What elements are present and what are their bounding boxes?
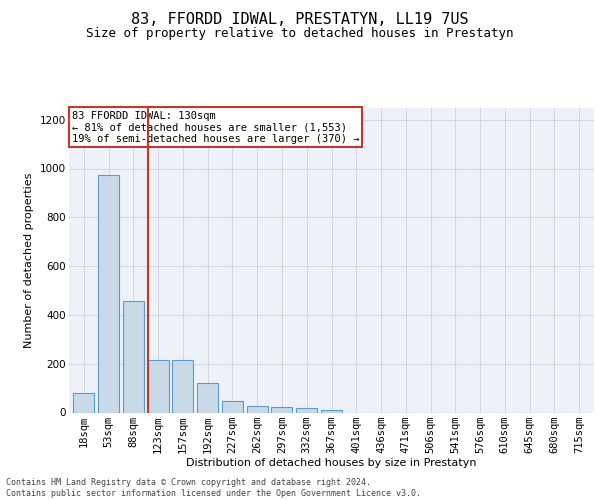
Text: 83, FFORDD IDWAL, PRESTATYN, LL19 7US: 83, FFORDD IDWAL, PRESTATYN, LL19 7US bbox=[131, 12, 469, 28]
Bar bbox=[123, 302, 144, 412]
X-axis label: Distribution of detached houses by size in Prestatyn: Distribution of detached houses by size … bbox=[186, 458, 477, 468]
Bar bbox=[148, 360, 169, 412]
Bar bbox=[271, 407, 292, 412]
Text: Contains HM Land Registry data © Crown copyright and database right 2024.
Contai: Contains HM Land Registry data © Crown c… bbox=[6, 478, 421, 498]
Bar bbox=[296, 408, 317, 412]
Bar bbox=[321, 410, 342, 412]
Bar bbox=[98, 174, 119, 412]
Bar bbox=[172, 360, 193, 412]
Bar bbox=[197, 383, 218, 412]
Text: Size of property relative to detached houses in Prestatyn: Size of property relative to detached ho… bbox=[86, 28, 514, 40]
Bar bbox=[73, 393, 94, 412]
Bar bbox=[247, 406, 268, 412]
Bar bbox=[222, 401, 243, 412]
Text: 83 FFORDD IDWAL: 130sqm
← 81% of detached houses are smaller (1,553)
19% of semi: 83 FFORDD IDWAL: 130sqm ← 81% of detache… bbox=[71, 110, 359, 144]
Y-axis label: Number of detached properties: Number of detached properties bbox=[25, 172, 34, 348]
